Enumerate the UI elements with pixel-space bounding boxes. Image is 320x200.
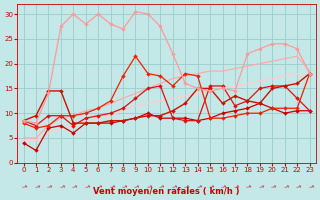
Text: ↗: ↗ <box>194 183 201 190</box>
Text: ↗: ↗ <box>169 183 176 190</box>
Text: ↗: ↗ <box>281 183 288 190</box>
Text: ↗: ↗ <box>144 183 151 190</box>
Text: ↗: ↗ <box>70 183 77 190</box>
Text: ↗: ↗ <box>269 183 276 190</box>
Text: ↗: ↗ <box>95 183 102 190</box>
Text: ↗: ↗ <box>256 183 263 190</box>
Text: ↗: ↗ <box>219 183 226 190</box>
Text: ↗: ↗ <box>207 183 214 190</box>
Text: ↗: ↗ <box>45 183 52 190</box>
Text: ↗: ↗ <box>20 183 27 190</box>
Text: ↗: ↗ <box>32 183 39 190</box>
Text: ↗: ↗ <box>306 183 313 190</box>
Text: ↗: ↗ <box>244 183 251 190</box>
Text: ↗: ↗ <box>82 183 89 190</box>
Text: ↗: ↗ <box>120 183 127 190</box>
Text: ↗: ↗ <box>107 183 114 190</box>
Text: ↗: ↗ <box>132 183 139 190</box>
Text: ↗: ↗ <box>294 183 301 190</box>
Text: ↗: ↗ <box>231 183 238 190</box>
Text: ↗: ↗ <box>57 183 64 190</box>
Text: ↗: ↗ <box>182 183 189 190</box>
X-axis label: Vent moyen/en rafales ( km/h ): Vent moyen/en rafales ( km/h ) <box>93 187 240 196</box>
Text: ↗: ↗ <box>157 183 164 190</box>
